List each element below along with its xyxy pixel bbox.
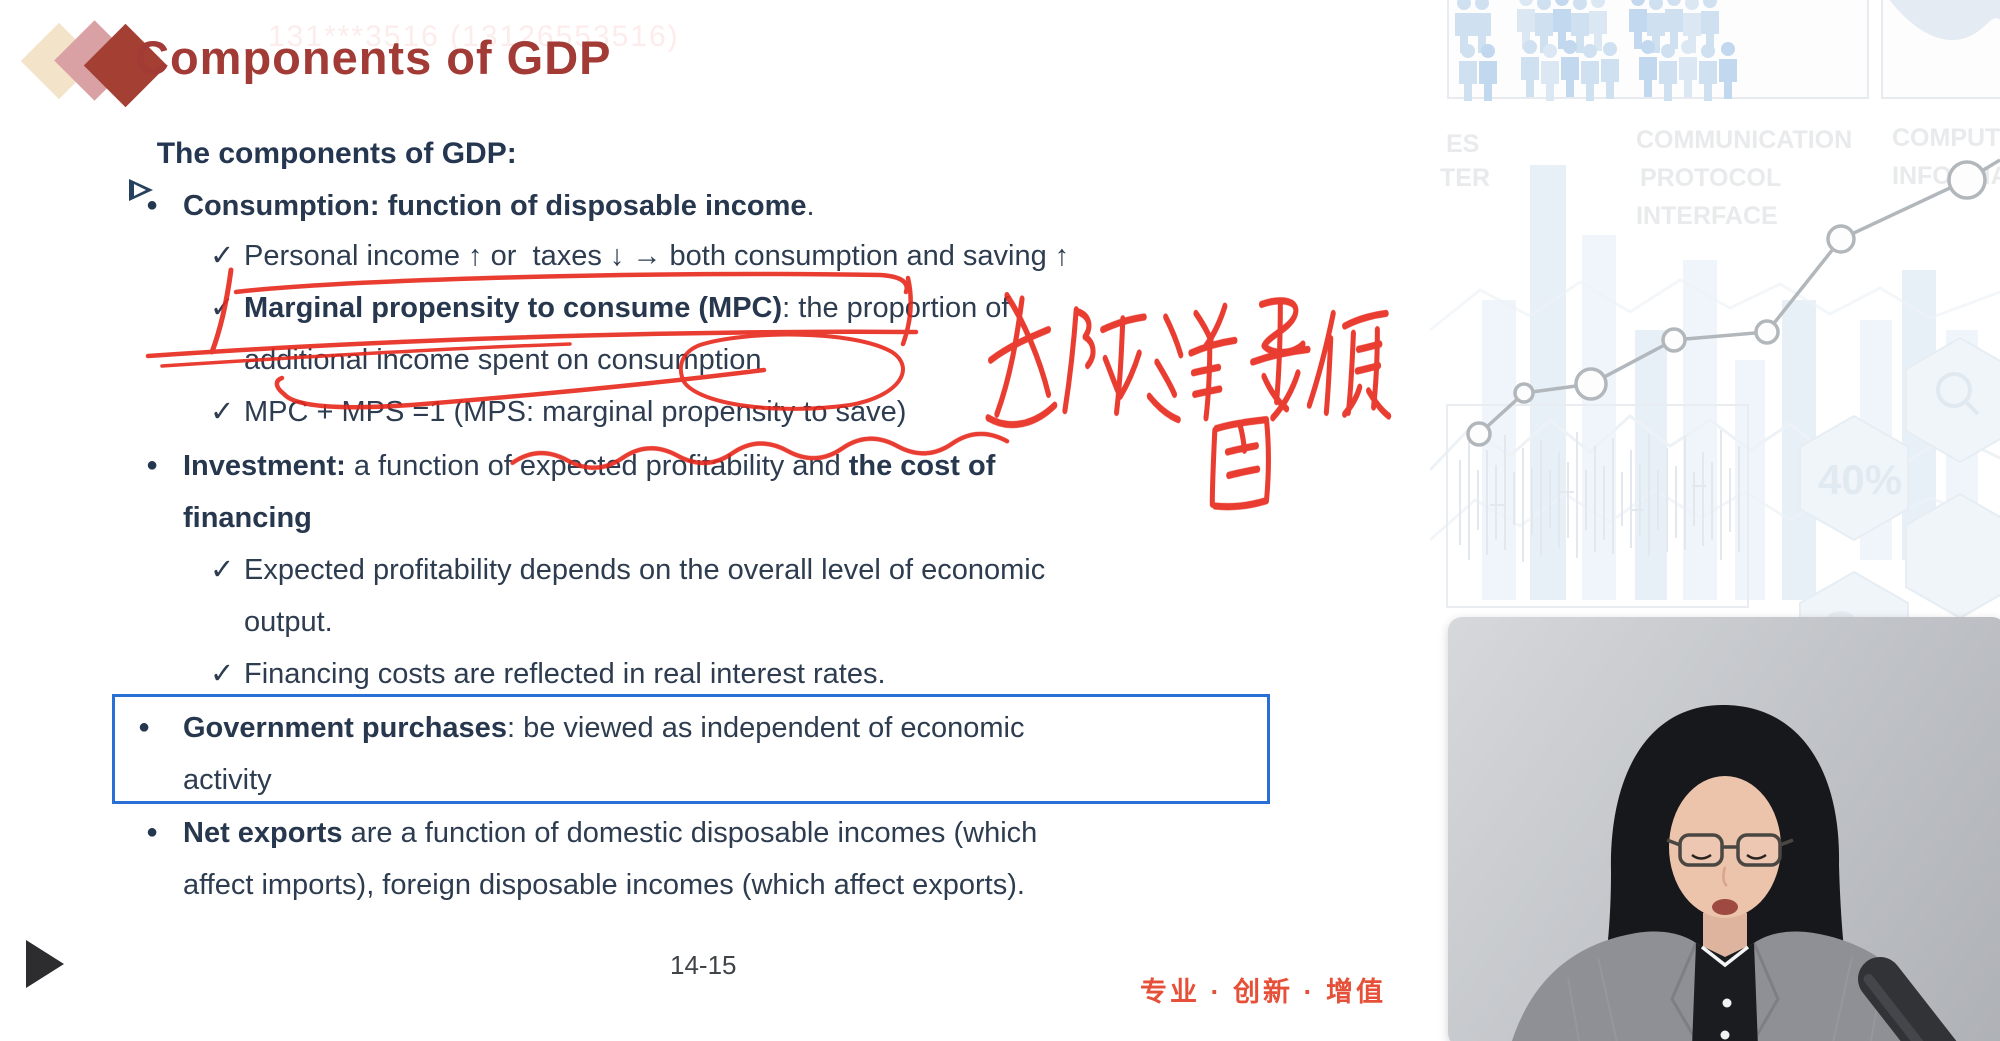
mpc-bold: Marginal propensity to consume (MPC) bbox=[244, 292, 783, 324]
svg-text:INTERFACE: INTERFACE bbox=[1636, 202, 1778, 230]
dot-bullet-icon: ● bbox=[138, 716, 151, 738]
expected-line2-text: output. bbox=[244, 606, 333, 638]
check-icon: ✓ bbox=[210, 292, 235, 324]
heading-line: The components of GDP: bbox=[60, 136, 517, 249]
handwritten-annotation bbox=[985, 291, 1392, 511]
investment-bold2: the cost of bbox=[848, 450, 996, 482]
instructor-webcam[interactable] bbox=[1448, 617, 2000, 1041]
check-expected: ✓ Expected profitability depends on the … bbox=[210, 552, 1045, 588]
government-rest: : be viewed as independent of economic bbox=[506, 712, 1025, 744]
background-bar-chart bbox=[1482, 165, 1978, 600]
page-number: 14-15 bbox=[670, 950, 737, 980]
brand-slogan: 专业 · 创新 · 增值 bbox=[1140, 977, 1386, 1007]
svg-text:COMMUNICATION: COMMUNICATION bbox=[1636, 126, 1852, 154]
svg-text:PROTOCOL: PROTOCOL bbox=[1640, 164, 1781, 192]
check-mpc-mps: ✓ MPC + MPS =1 (MPS: marginal propensity… bbox=[210, 394, 906, 430]
hexagon-infographic bbox=[1799, 336, 2000, 620]
heading-text: The components of GDP: bbox=[156, 137, 517, 170]
instructor-illustration bbox=[1512, 705, 1971, 1041]
net-exports-rest: are a function of domestic disposable in… bbox=[342, 817, 1038, 849]
consumption-bold: Consumption: function of disposable inco… bbox=[183, 190, 807, 222]
check-mpc: ✓ Marginal propensity to consume (MPC): … bbox=[210, 290, 1010, 326]
shirt bbox=[1692, 943, 1758, 1041]
slide: 131***3516 (13126553516) Components of G… bbox=[14, 14, 1392, 1007]
financing-text: Financing costs are reflected in real in… bbox=[244, 658, 886, 690]
microphone bbox=[1858, 956, 1971, 1041]
government-highlight-box bbox=[112, 694, 1270, 804]
bullet-government: ● Government purchases: be viewed as ind… bbox=[138, 710, 1024, 746]
check-icon: ✓ bbox=[210, 240, 235, 272]
mouth bbox=[1712, 899, 1738, 915]
check-financing: ✓ Financing costs are reflected in real … bbox=[210, 656, 886, 692]
check-icon: ✓ bbox=[210, 658, 235, 690]
bullet-investment: ● Investment: a function of expected pro… bbox=[146, 448, 995, 484]
dot-bullet-icon: ● bbox=[146, 194, 159, 216]
arrow-bullet-icon bbox=[60, 136, 157, 249]
play-button[interactable] bbox=[26, 940, 76, 990]
expected-line1: Expected profitability depends on the ov… bbox=[244, 554, 1046, 586]
personal-income-text: Personal income ↑ or taxes ↓ → both cons… bbox=[244, 240, 1070, 272]
growth-line-chart bbox=[1466, 158, 2000, 447]
glasses bbox=[1666, 833, 1794, 867]
mpc-mps-text: MPC + MPS =1 (MPS: marginal propensity t… bbox=[244, 396, 907, 428]
dot-bullet-icon: ● bbox=[146, 454, 159, 476]
check-personal-income: ✓ Personal income ↑ or taxes ↓ → both co… bbox=[210, 238, 1069, 274]
bullet-net-exports: ● Net exports are a function of domestic… bbox=[146, 815, 1037, 851]
investment-mid: a function of expected profitability and bbox=[345, 450, 849, 482]
svg-text:TER: TER bbox=[1440, 164, 1490, 192]
check-icon: ✓ bbox=[210, 396, 235, 428]
net-exports-line2-text: affect imports), foreign disposable inco… bbox=[183, 869, 1025, 901]
play-icon bbox=[26, 940, 64, 988]
map-silhouette bbox=[1889, 0, 2000, 40]
government-line2-text: activity bbox=[183, 764, 272, 796]
consumption-rest: . bbox=[806, 190, 815, 222]
dot-bullet-icon: ● bbox=[146, 821, 159, 843]
decorative-background: ES TER COMMUNICATION PROTOCOL INTERFACE … bbox=[1430, 0, 2000, 620]
check-icon: ✓ bbox=[210, 554, 235, 586]
investment-line2: financing bbox=[183, 500, 312, 536]
government-line2: activity bbox=[183, 762, 272, 798]
expected-line2: output. bbox=[244, 604, 333, 640]
svg-text:ES: ES bbox=[1446, 130, 1479, 158]
mpc-line2: additional income spent on consumption bbox=[244, 342, 762, 378]
slide-logo-icon bbox=[14, 14, 168, 108]
candlestick-chart bbox=[1459, 430, 1740, 562]
government-bold: Government purchases bbox=[183, 712, 507, 744]
phone-watermark: 131***3516 (13126553516) bbox=[268, 20, 680, 53]
mpc-rest: : the proportion of bbox=[782, 292, 1010, 324]
investment-bold: Investment: bbox=[183, 450, 346, 482]
mpc-line2-text: additional income spent on consumption bbox=[244, 344, 762, 376]
svg-text:COMPUTER: COMPUTER bbox=[1892, 124, 2000, 152]
net-exports-bold: Net exports bbox=[183, 817, 343, 849]
hexagon-percent-label: 40% bbox=[1818, 456, 1902, 503]
net-exports-line2: affect imports), foreign disposable inco… bbox=[183, 867, 1025, 903]
slide-title: Components of GDP bbox=[135, 31, 612, 84]
bullet-consumption: ● Consumption: function of disposable in… bbox=[146, 188, 815, 224]
investment-line2-text: financing bbox=[183, 502, 312, 534]
background-words: ES TER COMMUNICATION PROTOCOL INTERFACE … bbox=[1440, 124, 2000, 230]
